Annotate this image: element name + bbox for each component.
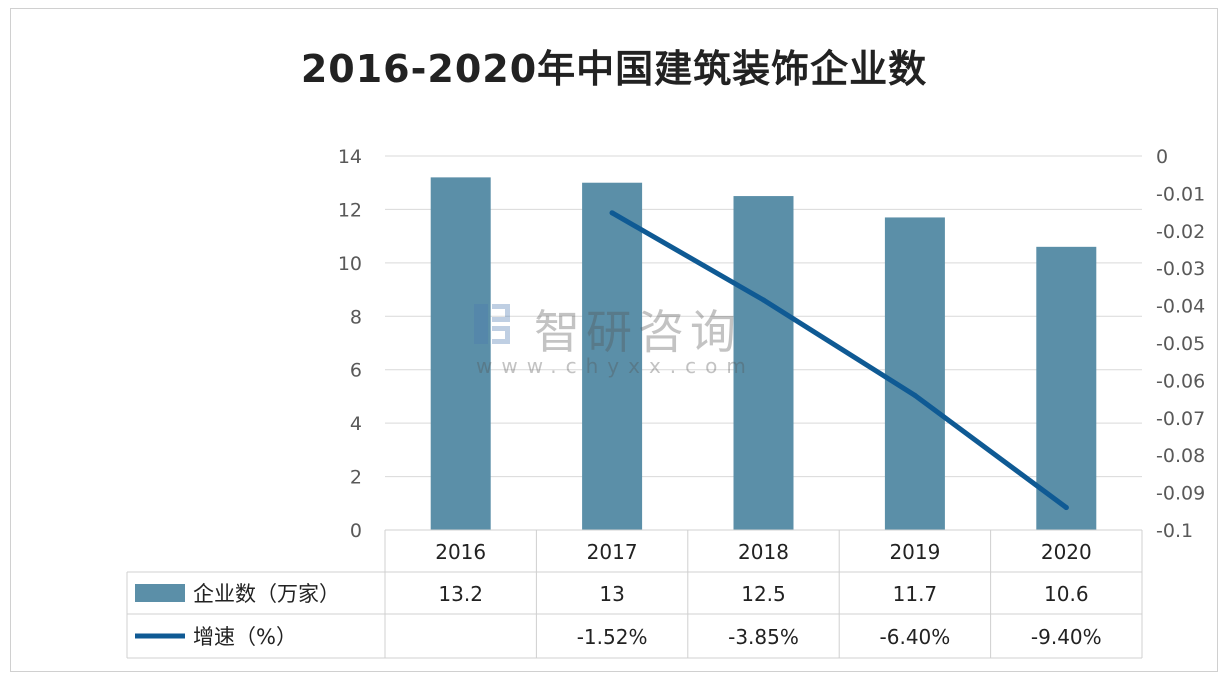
category-label: 2020 [1041, 540, 1092, 564]
left-tick-label: 14 [338, 146, 362, 168]
category-label: 2017 [587, 540, 638, 564]
line-point [761, 297, 766, 303]
bar [430, 177, 491, 530]
growth-line [609, 210, 1069, 511]
left-axis-ticks: 0 2 4 6 8 10 12 14 [338, 146, 362, 542]
right-tick-label: -0.1 [1156, 520, 1193, 542]
right-tick-label: 0 [1156, 146, 1168, 168]
bar [733, 196, 794, 531]
left-tick-label: 4 [350, 413, 362, 435]
right-tick-label: -0.04 [1156, 296, 1205, 318]
data-table: 2016 2017 2018 2019 2020 企业数（万家） 13.2 13 12.5 11.… [126, 529, 1143, 659]
data-label: 13.2 [438, 582, 483, 606]
legend-label: 增速（%） [193, 625, 297, 649]
legend-label: 企业数（万家） [193, 582, 340, 606]
chart-title: 2016-2020年中国建筑装饰企业数 [300, 47, 928, 91]
data-label: -3.85% [728, 625, 799, 649]
right-tick-label: -0.07 [1156, 408, 1205, 430]
data-label: -9.40% [1031, 625, 1102, 649]
right-tick-label: -0.05 [1156, 333, 1205, 355]
category-label: 2018 [738, 540, 789, 564]
right-tick-label: -0.03 [1156, 258, 1205, 280]
line-point [609, 210, 615, 216]
data-label: 11.7 [893, 582, 938, 606]
right-axis-ticks: 0 -0.01 -0.02 -0.03 -0.04 -0.05 -0.06 -0.07 -0.0… [1156, 146, 1205, 542]
right-tick-label: -0.02 [1156, 221, 1205, 243]
line-point [912, 392, 918, 398]
left-tick-label: 2 [350, 467, 362, 489]
bar [884, 217, 945, 530]
line-series [609, 210, 1069, 511]
left-tick-label: 12 [338, 199, 362, 221]
data-label: 12.5 [741, 582, 786, 606]
bar [1036, 246, 1097, 531]
legend-bar-icon [135, 584, 185, 602]
bar [582, 182, 643, 530]
category-label: 2016 [435, 540, 486, 564]
line-point [1063, 505, 1069, 511]
category-label: 2019 [889, 540, 940, 564]
data-label: 13 [599, 582, 624, 606]
data-label: -6.40% [880, 625, 951, 649]
left-tick-label: 10 [338, 253, 362, 275]
right-tick-label: -0.08 [1156, 445, 1205, 467]
data-label: -1.52% [577, 625, 648, 649]
left-tick-label: 6 [350, 360, 362, 382]
left-tick-label: 0 [350, 520, 362, 542]
data-label: 10.6 [1044, 582, 1089, 606]
right-tick-label: -0.01 [1156, 183, 1205, 205]
right-tick-label: -0.09 [1156, 483, 1205, 505]
right-tick-label: -0.06 [1156, 370, 1205, 392]
left-tick-label: 8 [350, 306, 362, 328]
bar-series [430, 177, 1097, 531]
